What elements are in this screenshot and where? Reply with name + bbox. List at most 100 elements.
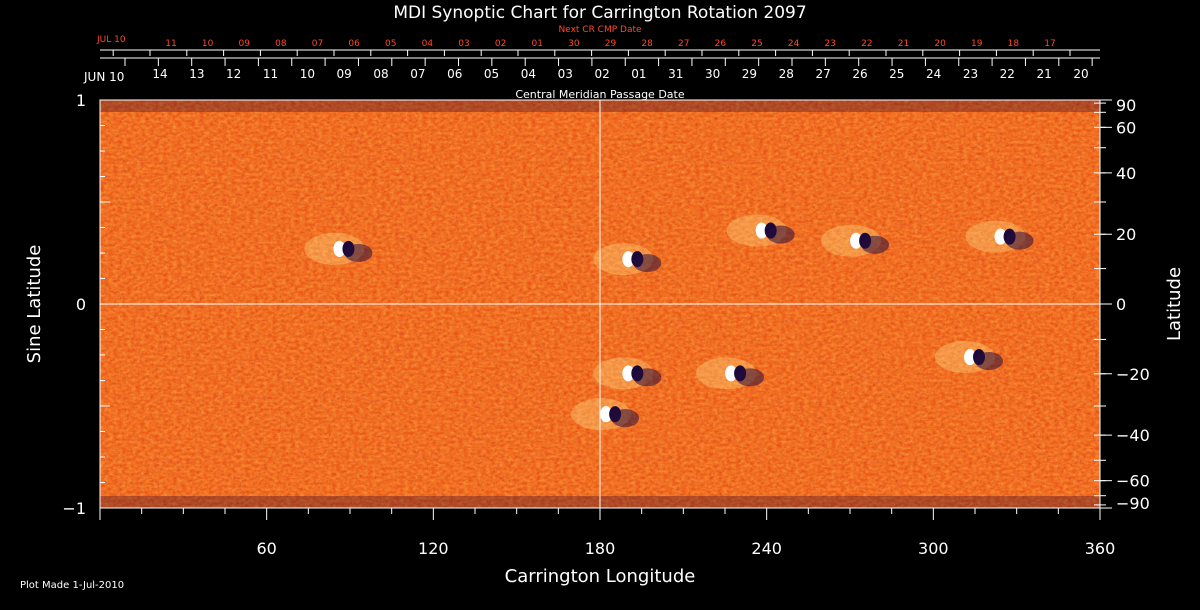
x-tick-label: 60 — [256, 539, 276, 558]
next-cmp-axis-label: Next CR CMP Date — [558, 25, 642, 35]
cmp-date-label: 06 — [447, 67, 462, 81]
active-region — [965, 220, 1034, 253]
active-region — [821, 224, 890, 257]
next-cmp-date-label: 20 — [934, 39, 946, 49]
next-cmp-date-label: 01 — [532, 39, 543, 49]
cmp-axis-label: Central Meridian Passage Date — [515, 88, 684, 101]
positive-polarity — [622, 365, 635, 382]
cmp-date-label: 12 — [226, 67, 241, 81]
next-cmp-date-label: 27 — [678, 39, 689, 49]
cmp-date-label: 29 — [742, 67, 757, 81]
next-cmp-date-label: 08 — [275, 39, 287, 49]
next-cmp-date-axis: JUL 10 11 10 09 08 07 06 05 04 03 02 01 30 29 28 27 26 25… — [96, 35, 1100, 56]
positive-polarity — [850, 232, 863, 249]
next-cmp-date-label: 10 — [202, 39, 214, 49]
next-cmp-date-label: 06 — [348, 39, 360, 49]
negative-plage — [766, 225, 795, 244]
negative-plage — [611, 409, 640, 428]
next-cmp-date-label: 05 — [385, 39, 396, 49]
y-tick-label: 1 — [76, 91, 86, 110]
next-cmp-start-label: JUL 10 — [96, 35, 126, 45]
negative-plage — [861, 235, 890, 254]
y-axis-right: 90 60 40 20 0 −20 −40 −60 −90 — [1094, 96, 1150, 513]
latitude-tick-label: −40 — [1116, 426, 1150, 445]
next-cmp-date-label: 29 — [605, 39, 617, 49]
latitude-tick-label: 60 — [1116, 118, 1136, 137]
cmp-date-label: 30 — [705, 67, 720, 81]
next-cmp-date-label: 17 — [1044, 39, 1055, 49]
cmp-date-label: 31 — [668, 67, 683, 81]
negative-plage — [344, 243, 373, 262]
cmp-date-label: 14 — [152, 67, 167, 81]
x-tick-label: 240 — [751, 539, 782, 558]
latitude-tick-label: −60 — [1116, 472, 1150, 491]
active-region — [304, 232, 373, 265]
y-tick-label: −1 — [62, 499, 86, 518]
x-tick-label: 300 — [918, 539, 949, 558]
y-axis-label: Sine Latitude — [24, 245, 45, 364]
next-cmp-date-label: 19 — [971, 39, 983, 49]
next-cmp-date-label: 25 — [751, 39, 762, 49]
negative-plage — [633, 254, 662, 273]
cmp-date-label: 07 — [410, 67, 425, 81]
cmp-date-label: 20 — [1073, 67, 1088, 81]
cmp-date-label: 21 — [1037, 67, 1052, 81]
negative-plage — [975, 352, 1003, 371]
positive-polarity — [622, 251, 635, 268]
x-tick-label: 360 — [1085, 539, 1116, 558]
cmp-date-label: 05 — [484, 67, 499, 81]
cmp-date-label: 01 — [631, 67, 646, 81]
next-cmp-date-label: 03 — [458, 39, 469, 49]
positive-polarity — [755, 222, 768, 239]
next-cmp-date-label: 22 — [861, 39, 872, 49]
positive-polarity — [994, 228, 1007, 245]
cmp-date-label: 26 — [852, 67, 867, 81]
next-cmp-date-label: 02 — [495, 39, 506, 49]
active-region — [593, 357, 662, 390]
next-cmp-date-label: 18 — [1008, 39, 1020, 49]
positive-polarity — [333, 240, 346, 257]
next-cmp-date-label: 04 — [422, 39, 434, 49]
next-cmp-date-label: 23 — [825, 39, 836, 49]
cmp-date-label: 25 — [889, 67, 904, 81]
cmp-date-label: 22 — [1000, 67, 1015, 81]
latitude-tick-label: −20 — [1116, 365, 1150, 384]
next-cmp-date-label: 07 — [312, 39, 323, 49]
latitude-tick-label: 20 — [1116, 225, 1136, 244]
active-region — [593, 243, 662, 276]
y-axis-right-label: Latitude — [1164, 267, 1185, 341]
negative-plage — [736, 368, 765, 387]
latitude-tick-label: 40 — [1116, 164, 1136, 183]
cmp-date-label: 04 — [521, 67, 536, 81]
cmp-date-label: 03 — [558, 67, 573, 81]
cmp-date-label: 28 — [779, 67, 794, 81]
chart-title: MDI Synoptic Chart for Carrington Rotati… — [393, 3, 806, 23]
negative-plage — [1005, 231, 1034, 250]
cmp-date-label: 24 — [926, 67, 941, 81]
next-cmp-date-label: 30 — [568, 39, 580, 49]
x-axis: 60 120 180 240 300 360 — [99, 508, 1116, 558]
cmp-start-label: JUN 10 — [83, 70, 124, 84]
x-tick-label: 180 — [585, 539, 616, 558]
cmp-date-label: 02 — [594, 67, 609, 81]
cmp-date-label: 23 — [963, 67, 978, 81]
next-cmp-date-label: 21 — [898, 39, 909, 49]
cmp-date-label: 10 — [300, 67, 315, 81]
latitude-tick-label: 90 — [1116, 96, 1136, 115]
cmp-date-label: 08 — [373, 67, 388, 81]
active-region — [571, 398, 640, 431]
negative-plage — [633, 368, 662, 387]
positive-polarity — [600, 406, 613, 423]
latitude-tick-label: −90 — [1116, 494, 1150, 513]
positive-polarity — [964, 349, 976, 366]
active-regions — [304, 214, 1034, 431]
y-tick-label: 0 — [76, 295, 86, 314]
next-cmp-date-label: 09 — [239, 39, 251, 49]
positive-polarity — [725, 365, 738, 382]
x-axis-label: Carrington Longitude — [505, 566, 696, 587]
next-cmp-date-label: 28 — [641, 39, 653, 49]
next-cmp-date-label: 11 — [165, 39, 176, 49]
x-tick-label: 120 — [418, 539, 449, 558]
cmp-date-label: 13 — [189, 67, 204, 81]
